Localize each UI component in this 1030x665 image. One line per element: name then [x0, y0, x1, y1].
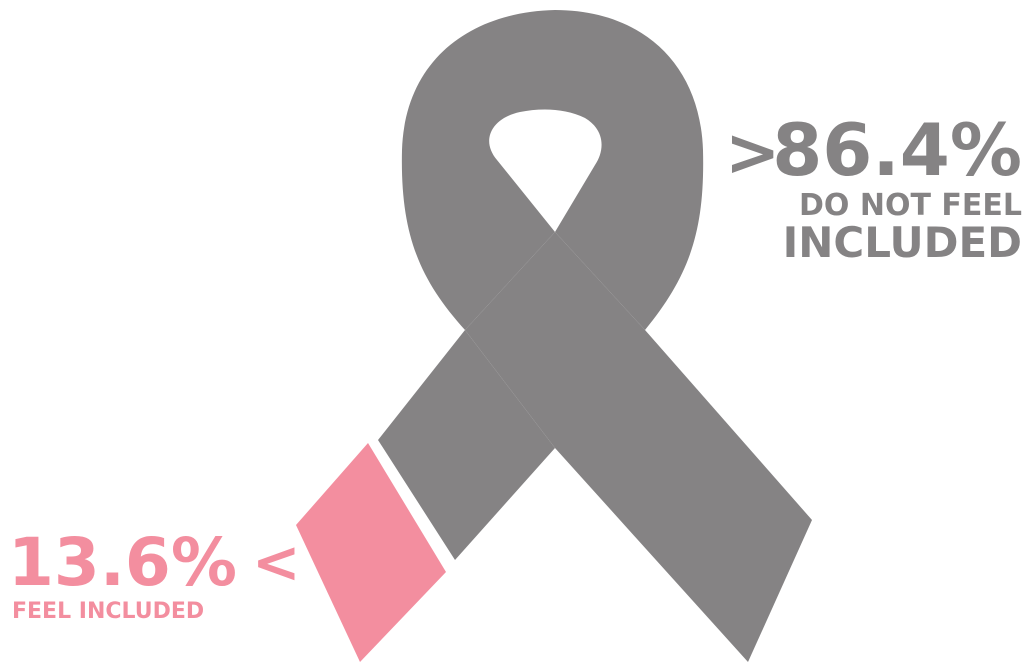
annotation-feel-included: FEEL INCLUDED: [12, 599, 204, 624]
arrow-right: >: [725, 114, 780, 191]
value-label-do-not-feel: 86.4%: [772, 108, 1022, 192]
ribbon-segment-pink: [296, 443, 446, 662]
ribbon-loop: [401, 10, 704, 330]
ribbon-tail-right: [465, 232, 812, 662]
ribbon-gray: [378, 10, 812, 662]
value-label-feel-included: 13.6%: [8, 524, 237, 601]
annotation-do-not-feel-line2: INCLUDED: [783, 218, 1022, 267]
arrow-left: <: [252, 528, 301, 596]
ribbon-tail-left-gray: [378, 330, 555, 560]
annotation-do-not-feel-line1: DO NOT FEEL: [799, 188, 1022, 223]
